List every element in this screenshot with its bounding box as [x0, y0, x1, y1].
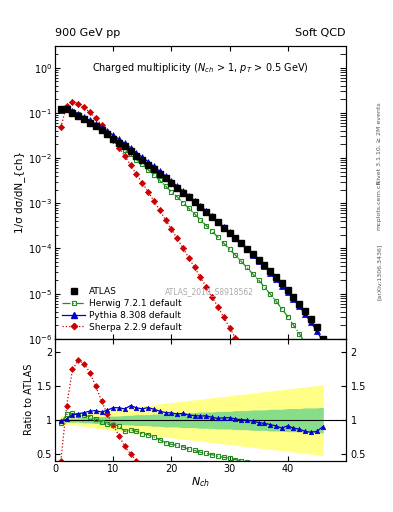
- Legend: ATLAS, Herwig 7.2.1 default, Pythia 8.308 default, Sherpa 2.2.9 default: ATLAS, Herwig 7.2.1 default, Pythia 8.30…: [59, 285, 185, 334]
- Text: Charged multiplicity ($N_{ch}$ > 1, $p_T$ > 0.5 GeV): Charged multiplicity ($N_{ch}$ > 1, $p_T…: [92, 61, 309, 75]
- Text: [arXiv:1306.3436]: [arXiv:1306.3436]: [377, 243, 382, 300]
- Text: ATLAS_2010_S8918562: ATLAS_2010_S8918562: [165, 287, 253, 296]
- Text: 900 GeV pp: 900 GeV pp: [55, 28, 120, 38]
- X-axis label: $N_{ch}$: $N_{ch}$: [191, 475, 210, 489]
- Text: Rivet 3.1.10, ≥ 2M events: Rivet 3.1.10, ≥ 2M events: [377, 102, 382, 184]
- Y-axis label: Ratio to ATLAS: Ratio to ATLAS: [24, 364, 34, 436]
- Text: mcplots.cern.ch: mcplots.cern.ch: [377, 180, 382, 230]
- Y-axis label: 1/σ dσ/dN_{ch}: 1/σ dσ/dN_{ch}: [15, 152, 25, 233]
- Text: Soft QCD: Soft QCD: [296, 28, 346, 38]
